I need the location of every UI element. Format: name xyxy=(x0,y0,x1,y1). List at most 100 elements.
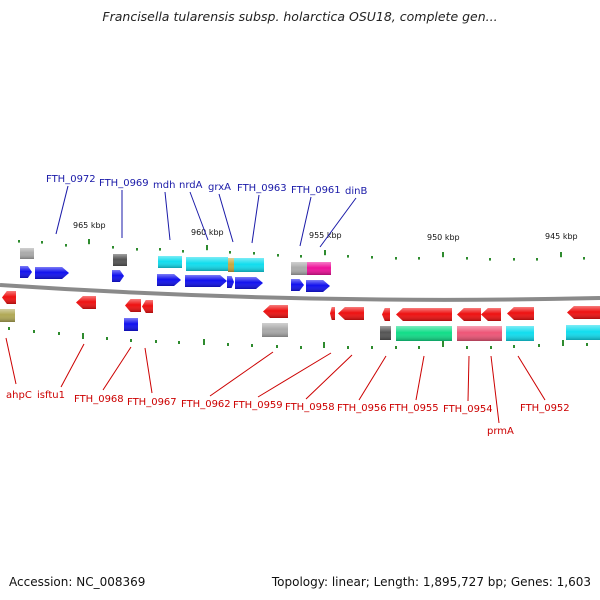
tick-lower-19 xyxy=(466,346,468,349)
tick-upper-8 xyxy=(206,245,208,251)
tick-lower-18 xyxy=(442,341,444,347)
gene-shading-18 xyxy=(76,296,96,309)
tick-lower-2 xyxy=(58,332,60,335)
leader-line-19 xyxy=(517,355,546,401)
scale-ticks xyxy=(8,239,588,349)
tick-upper-17 xyxy=(418,257,420,260)
tick-lower-22 xyxy=(538,344,540,347)
gene-shading-11 xyxy=(158,256,182,268)
gene-shading-4 xyxy=(185,275,227,287)
gene-label-fth0969[interactable]: FTH_0969 xyxy=(99,178,149,189)
tick-lower-24 xyxy=(586,343,588,346)
tick-upper-20 xyxy=(489,258,491,261)
gene-label-isftu1[interactable]: isftu1 xyxy=(37,390,65,401)
tick-upper-15 xyxy=(371,256,373,259)
gene-label-ahpc[interactable]: ahpC xyxy=(6,390,32,401)
gene-shading-33 xyxy=(380,326,391,340)
gene-label-prma[interactable]: prmA xyxy=(487,426,514,437)
gene-label-fth0954[interactable]: FTH_0954 xyxy=(443,404,493,415)
gene-label-fth0961[interactable]: FTH_0961 xyxy=(291,185,341,196)
gene-label-fth0955[interactable]: FTH_0955 xyxy=(389,403,439,414)
tick-lower-4 xyxy=(106,337,108,340)
gene-shading-20 xyxy=(142,300,153,313)
gene-shading-0 xyxy=(20,266,32,278)
gene-shading-34 xyxy=(396,326,452,341)
gene-shading-15 xyxy=(291,262,307,275)
gene-shading-3 xyxy=(157,274,181,286)
tick-lower-9 xyxy=(227,343,229,346)
tick-upper-1 xyxy=(41,241,43,244)
leader-line-18 xyxy=(490,355,500,424)
gene-label-fth0952[interactable]: FTH_0952 xyxy=(520,403,570,414)
tick-upper-2 xyxy=(65,244,67,247)
tick-lower-16 xyxy=(395,346,397,349)
gene-shading-26 xyxy=(457,308,481,321)
tick-upper-4 xyxy=(112,246,114,249)
gene-shading-37 xyxy=(566,325,600,340)
gene-label-grxa[interactable]: grxA xyxy=(208,182,231,193)
leader-line-15 xyxy=(358,355,387,401)
genome-backbone xyxy=(0,283,600,302)
gene-label-fth0963[interactable]: FTH_0963 xyxy=(237,183,287,194)
gene-shading-30 xyxy=(0,309,15,322)
gene-shading-17 xyxy=(2,291,16,304)
tick-upper-21 xyxy=(513,258,515,261)
gene-label-fth0972[interactable]: FTH_0972 xyxy=(46,174,96,185)
gene-shading-31 xyxy=(124,318,138,331)
tick-lower-15 xyxy=(371,346,373,349)
leader-line-9 xyxy=(60,343,85,388)
tick-lower-12 xyxy=(300,346,302,349)
tick-upper-5 xyxy=(136,248,138,251)
leader-line-14 xyxy=(305,354,353,400)
tick-lower-17 xyxy=(418,346,420,349)
gene-label-fth0967[interactable]: FTH_0967 xyxy=(127,397,177,408)
leader-line-4 xyxy=(218,193,234,243)
leader-line-0 xyxy=(55,185,69,235)
tick-lower-23 xyxy=(562,340,564,346)
tick-lower-14 xyxy=(347,346,349,349)
gene-shading-16 xyxy=(307,262,331,275)
leader-line-5 xyxy=(251,194,260,244)
tick-lower-11 xyxy=(276,345,278,348)
tick-upper-0 xyxy=(18,240,20,243)
gene-label-fth0956[interactable]: FTH_0956 xyxy=(337,403,387,414)
tick-lower-5 xyxy=(130,339,132,342)
gene-shading-10 xyxy=(113,254,127,266)
gene-label-fth0968[interactable]: FTH_0968 xyxy=(74,394,124,405)
genome-stats-text: Topology: linear; Length: 1,895,727 bp; … xyxy=(271,575,591,589)
gene-shading-36 xyxy=(506,326,534,341)
leader-line-6 xyxy=(299,196,312,247)
gene-label-fth0962[interactable]: FTH_0962 xyxy=(181,399,231,410)
gene-label-nrda[interactable]: nrdA xyxy=(179,180,203,191)
gene-shading-29 xyxy=(567,306,600,319)
tick-upper-18 xyxy=(442,252,444,258)
gene-label-dinb[interactable]: dinB xyxy=(345,186,367,197)
leader-line-16 xyxy=(415,355,425,401)
tick-upper-14 xyxy=(347,255,349,258)
gene-label-fth0958[interactable]: FTH_0958 xyxy=(285,402,335,413)
gene-shading-6 xyxy=(235,277,263,289)
tick-lower-0 xyxy=(8,327,10,330)
gene-label-fth0959[interactable]: FTH_0959 xyxy=(233,400,283,411)
gene-shading-13 xyxy=(228,258,234,272)
genome-title: Francisella tularensis subsp. holarctica… xyxy=(102,9,498,24)
gene-label-mdh[interactable]: mdh xyxy=(153,180,175,191)
gene-shading-14 xyxy=(234,258,264,272)
leader-line-11 xyxy=(144,347,153,394)
gene-shading-7 xyxy=(291,279,304,291)
tick-lower-10 xyxy=(251,344,253,347)
tick-upper-12 xyxy=(300,255,302,258)
gene-shading-28 xyxy=(507,307,534,320)
tick-upper-13 xyxy=(324,250,326,256)
tick-lower-6 xyxy=(155,340,157,343)
gene-tracks xyxy=(0,248,600,341)
tick-lower-3 xyxy=(82,333,84,339)
scale-label-950: 950 kbp xyxy=(427,233,460,242)
gene-shading-32 xyxy=(262,323,288,337)
tick-lower-13 xyxy=(323,342,325,348)
tick-lower-1 xyxy=(33,330,35,333)
leader-line-7 xyxy=(319,197,357,248)
gene-shading-24 xyxy=(382,308,390,321)
